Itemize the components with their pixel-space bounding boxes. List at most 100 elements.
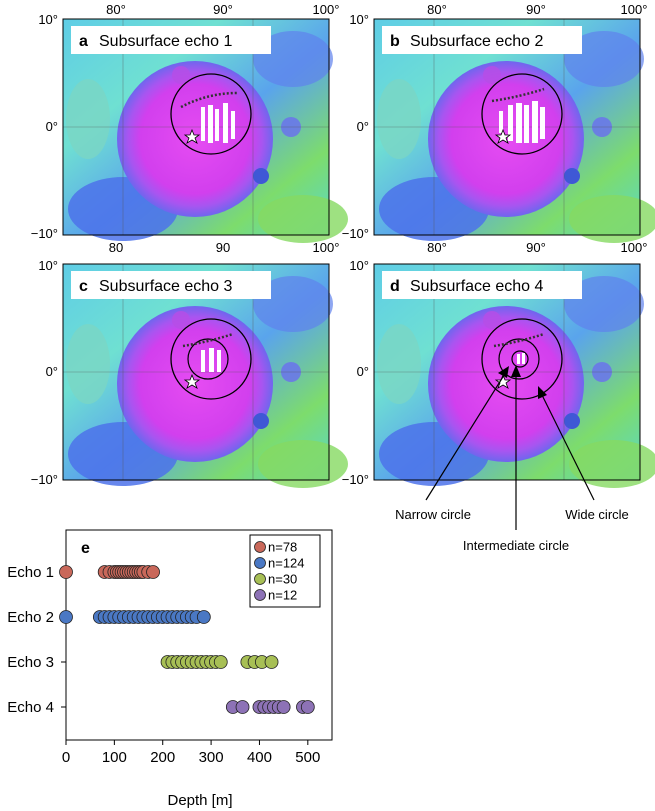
panel-title: Subsurface echo 1 [99, 33, 233, 50]
small-crater [483, 66, 501, 84]
star-marker [183, 128, 201, 144]
highland-patch [253, 31, 333, 87]
tick-label: 10° [349, 258, 369, 273]
panel-frame [373, 18, 641, 236]
tick-label: −10° [31, 226, 58, 241]
echo-detection [209, 348, 214, 372]
small-crater [172, 66, 190, 84]
echo-detection [217, 350, 221, 372]
data-point [146, 565, 160, 579]
tick-label: 0° [46, 364, 58, 379]
intermediate-circle [187, 338, 229, 380]
tick-label: −10° [342, 472, 369, 487]
echo-detection [215, 109, 219, 141]
intermediate-circle [498, 338, 540, 380]
highland-patch [66, 324, 110, 404]
wide-circle [170, 318, 252, 400]
category-label: Echo 4 [7, 699, 54, 716]
narrow-arrowhead [498, 366, 509, 378]
data-point [59, 565, 73, 579]
narrow-arrow-line [425, 371, 507, 501]
small-crater [564, 168, 580, 184]
small-crater [564, 413, 580, 429]
y-axis-categories: Echo 1 Echo 2 Echo 3 Echo 4 [7, 564, 66, 716]
star-marker [494, 373, 512, 389]
category-label: Echo 2 [7, 609, 54, 626]
highland-patch [377, 79, 421, 159]
legend-label: n=124 [268, 556, 305, 571]
tick-label: 80 [109, 240, 123, 255]
tick-label: 90° [213, 2, 233, 17]
echo-detection [516, 103, 522, 143]
map-panel-c: c Subsurface echo 3 [62, 263, 348, 488]
panel-title: Subsurface echo 2 [410, 33, 544, 50]
star-marker [494, 128, 512, 144]
tick-label: 100° [621, 240, 648, 255]
tick-label: 80° [427, 240, 447, 255]
highland-patch [66, 79, 110, 159]
annotation-arrows [425, 365, 595, 530]
highland-patch [569, 195, 655, 243]
chart-frame [65, 529, 333, 741]
tick-label: 90° [526, 240, 546, 255]
echo-detection [522, 353, 525, 364]
tick-label: 0° [357, 119, 369, 134]
tick-label: 0° [46, 119, 58, 134]
category-label: Echo 3 [7, 654, 54, 671]
intermediate-arrowhead [511, 365, 521, 377]
tick-label: 100° [621, 2, 648, 17]
legend-marker [254, 589, 266, 601]
tick-label: 10° [349, 12, 369, 27]
legend-marker [254, 541, 266, 553]
echo-detection [208, 105, 213, 143]
tick-label: 80° [106, 2, 126, 17]
data-point [276, 700, 291, 714]
data-point [196, 610, 211, 624]
tick-label: 90° [526, 2, 546, 17]
small-crater [253, 168, 269, 184]
panel-frame [62, 263, 330, 481]
data-point [59, 610, 73, 624]
x-tick-label: 400 [247, 749, 272, 766]
highland-patch [564, 31, 644, 87]
echo-detection [231, 111, 235, 139]
panel-letter: a [79, 33, 88, 50]
x-tick-label: 0 [62, 749, 70, 766]
panel-title-box [71, 271, 271, 299]
x-tick-label: 300 [199, 749, 224, 766]
highland-patch [569, 440, 655, 488]
x-axis: 0 100 200 300 400 500 [62, 740, 320, 766]
map-panel-b: b Subsurface echo 2 [373, 18, 655, 243]
small-crater [253, 413, 269, 429]
x-axis-label: Depth [m] [167, 792, 232, 809]
category-label: Echo 1 [7, 564, 54, 581]
tick-label: 90 [216, 240, 230, 255]
x-tick-label: 500 [295, 749, 320, 766]
tick-label: −10° [342, 226, 369, 241]
highland-patch [258, 440, 348, 488]
echo-track [182, 332, 234, 348]
echo-detection [508, 105, 513, 141]
panel-title-box [382, 26, 582, 54]
echo-detection [532, 101, 538, 143]
x-tick-label: 100 [102, 749, 127, 766]
tick-label: −10° [31, 472, 58, 487]
panel-letter: d [390, 278, 400, 295]
echo-detection [201, 350, 205, 372]
highland-patch [253, 276, 333, 332]
panel-letter: b [390, 33, 400, 50]
wide-circle [481, 318, 563, 400]
echo-detection [540, 107, 545, 139]
legend-label: n=78 [268, 540, 297, 555]
legend-marker [254, 573, 266, 585]
map-panel-a: a Subsurface echo 1 [62, 18, 348, 243]
legend-label: n=12 [268, 588, 297, 603]
panel-frame [373, 263, 641, 481]
panel-frame [62, 18, 330, 236]
tick-label: 100° [313, 240, 340, 255]
echo-track [491, 87, 545, 103]
panel-letter: c [79, 278, 88, 295]
